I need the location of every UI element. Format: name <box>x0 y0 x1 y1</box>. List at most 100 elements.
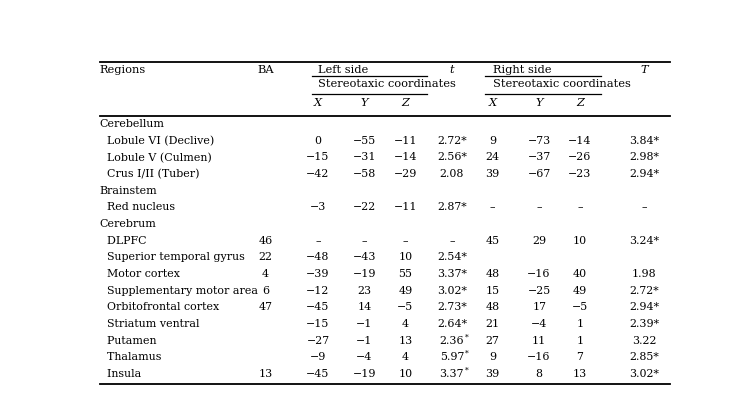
Text: −15: −15 <box>306 319 330 329</box>
Text: −4: −4 <box>356 352 372 362</box>
Text: −45: −45 <box>306 369 330 379</box>
Text: –: – <box>449 236 454 246</box>
Text: −4: −4 <box>531 319 547 329</box>
Text: 13: 13 <box>258 369 273 379</box>
Text: 2.56*: 2.56* <box>437 153 467 162</box>
Text: 24: 24 <box>485 153 499 162</box>
Text: Stereotaxic coordinates: Stereotaxic coordinates <box>318 79 456 89</box>
Text: 39: 39 <box>485 169 499 179</box>
Text: 3.37*: 3.37* <box>437 269 467 279</box>
Text: −5: −5 <box>572 302 588 312</box>
Text: −58: −58 <box>353 169 376 179</box>
Text: 13: 13 <box>398 336 412 346</box>
Text: −67: −67 <box>527 169 550 179</box>
Text: X: X <box>488 98 496 108</box>
Text: –: – <box>536 202 542 213</box>
Text: Putamen: Putamen <box>100 336 156 346</box>
Text: 3.84*: 3.84* <box>629 136 659 146</box>
Text: −42: −42 <box>306 169 330 179</box>
Text: 1: 1 <box>576 319 584 329</box>
Text: 6: 6 <box>262 286 269 296</box>
Text: 8: 8 <box>535 369 543 379</box>
Text: −11: −11 <box>394 136 417 146</box>
Text: 13: 13 <box>573 369 587 379</box>
Text: Z: Z <box>401 98 409 108</box>
Text: *: * <box>465 333 469 341</box>
Text: Left side: Left side <box>318 65 368 75</box>
Text: Striatum ventral: Striatum ventral <box>100 319 199 329</box>
Text: 2.72*: 2.72* <box>629 286 659 296</box>
Text: 29: 29 <box>532 236 546 246</box>
Text: Y: Y <box>535 98 543 108</box>
Text: −73: −73 <box>527 136 550 146</box>
Text: *: * <box>465 367 469 375</box>
Text: Motor cortex: Motor cortex <box>100 269 179 279</box>
Text: 48: 48 <box>485 269 499 279</box>
Text: Insula: Insula <box>100 369 141 379</box>
Text: –: – <box>362 236 367 246</box>
Text: −15: −15 <box>306 153 330 162</box>
Text: 2.73*: 2.73* <box>437 302 466 312</box>
Text: 4: 4 <box>402 319 409 329</box>
Text: 39: 39 <box>485 369 499 379</box>
Text: 23: 23 <box>357 286 372 296</box>
Text: −45: −45 <box>306 302 330 312</box>
Text: Red nucleus: Red nucleus <box>100 202 175 213</box>
Text: 55: 55 <box>398 269 412 279</box>
Text: 40: 40 <box>573 269 587 279</box>
Text: Cerebellum: Cerebellum <box>100 119 164 129</box>
Text: Cerebrum: Cerebrum <box>100 219 156 229</box>
Text: –: – <box>490 202 496 213</box>
Text: −23: −23 <box>569 169 592 179</box>
Text: T: T <box>640 65 647 75</box>
Text: 49: 49 <box>398 286 412 296</box>
Text: Y: Y <box>360 98 368 108</box>
Text: −1: −1 <box>356 336 372 346</box>
Text: Crus I/II (Tuber): Crus I/II (Tuber) <box>100 169 199 180</box>
Text: X: X <box>314 98 322 108</box>
Text: 2.39*: 2.39* <box>629 319 659 329</box>
Text: 2.36: 2.36 <box>439 336 464 346</box>
Text: 3.02*: 3.02* <box>629 369 659 379</box>
Text: 2.85*: 2.85* <box>629 352 659 362</box>
Text: *: * <box>465 350 469 358</box>
Text: 14: 14 <box>357 302 372 312</box>
Text: 3.24*: 3.24* <box>629 236 659 246</box>
Text: −22: −22 <box>353 202 376 213</box>
Text: −39: −39 <box>306 269 330 279</box>
Text: 0: 0 <box>315 136 321 146</box>
Text: 27: 27 <box>486 336 499 346</box>
Text: Superior temporal gyrus: Superior temporal gyrus <box>100 253 245 262</box>
Text: 9: 9 <box>489 352 496 362</box>
Text: 2.98*: 2.98* <box>629 153 659 162</box>
Text: −19: −19 <box>353 269 376 279</box>
Text: 5.97: 5.97 <box>439 352 464 362</box>
Text: 2.87*: 2.87* <box>437 202 466 213</box>
Text: 3.02*: 3.02* <box>437 286 467 296</box>
Text: –: – <box>403 236 408 246</box>
Text: Z: Z <box>576 98 584 108</box>
Text: Lobule V (Culmen): Lobule V (Culmen) <box>100 153 212 163</box>
Text: 15: 15 <box>485 286 499 296</box>
Text: 1: 1 <box>576 336 584 346</box>
Text: 3.37: 3.37 <box>439 369 464 379</box>
Text: –: – <box>641 202 647 213</box>
Text: −29: −29 <box>394 169 417 179</box>
Text: −16: −16 <box>527 352 551 362</box>
Text: −9: −9 <box>309 352 326 362</box>
Text: 9: 9 <box>489 136 496 146</box>
Text: 10: 10 <box>573 236 587 246</box>
Text: −37: −37 <box>527 153 550 162</box>
Text: 2.94*: 2.94* <box>629 169 659 179</box>
Text: −25: −25 <box>527 286 550 296</box>
Text: −26: −26 <box>569 153 592 162</box>
Text: 21: 21 <box>485 319 499 329</box>
Text: −19: −19 <box>353 369 376 379</box>
Text: 4: 4 <box>402 352 409 362</box>
Text: 1.98: 1.98 <box>632 269 656 279</box>
Text: 3.22: 3.22 <box>632 336 656 346</box>
Text: −43: −43 <box>353 253 376 262</box>
Text: 49: 49 <box>573 286 587 296</box>
Text: −27: −27 <box>306 336 330 346</box>
Text: Lobule VI (Declive): Lobule VI (Declive) <box>100 136 214 146</box>
